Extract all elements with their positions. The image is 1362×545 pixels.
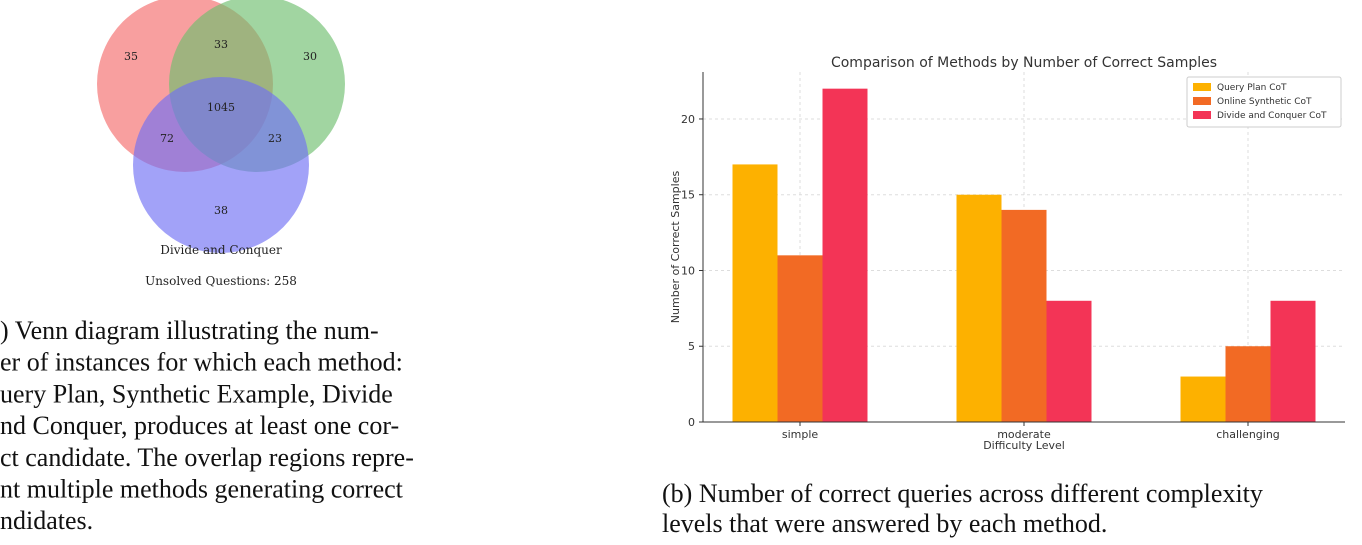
legend-box [1186,76,1342,128]
venn-count: 1045 [207,101,235,114]
x-tick-label: challenging [1216,428,1280,441]
caption-line: levels that were answered by each method… [662,509,1107,538]
chart-title: Comparison of Methods by Number of Corre… [831,55,1217,71]
bar [732,164,778,422]
x-tick-label: simple [782,428,819,441]
legend-swatch [1193,83,1211,91]
y-tick-label: 10 [681,264,695,277]
bar [1180,376,1226,422]
legend-label: Online Synthetic CoT [1217,97,1312,107]
caption-line: (b) Number of correct queries across dif… [662,479,1263,508]
y-tick-label: 15 [681,189,695,202]
y-tick-label: 5 [688,340,695,353]
caption-line: er of instances for which each method: [0,348,403,377]
bar [956,194,1002,422]
caption-line: nt multiple methods generating correct [0,475,404,504]
unsolved: Unsolved Questions: 258 [145,274,297,288]
bar [1270,300,1316,422]
caption-line: ct candidate. The overlap regions repre- [0,443,414,472]
venn-count: 35 [124,50,138,63]
venn-label: Divide and Conquer [160,243,282,257]
y-tick-label: 0 [688,416,695,429]
caption-line: uery Plan, Synthetic Example, Divide [0,379,393,408]
venn-count: 38 [214,204,228,217]
venn-count: 33 [214,38,228,51]
caption-line: ) Venn diagram illustrating the num- [0,316,379,345]
bar [1225,346,1271,422]
caption-line: nd Conquer, produces at least one cor- [0,411,399,440]
y-axis-label: Number of Correct Samples [669,171,682,324]
x-axis-label: Difficulty Level [983,439,1065,452]
legend-label: Divide and Conquer CoT [1217,111,1327,121]
bar [1046,300,1092,422]
legend-label: Query Plan CoT [1217,83,1287,93]
venn-count: 72 [160,132,174,145]
bar [822,88,868,423]
bar [777,255,823,422]
legend-swatch [1193,97,1211,105]
venn-count: 30 [303,50,317,63]
legend-swatch [1193,111,1211,119]
venn-diagram [97,0,345,253]
venn-count: 23 [268,132,282,145]
y-tick-label: 20 [681,113,695,126]
bar [1001,209,1047,422]
x-tick-label: moderate [997,428,1051,441]
caption-line: ndidates. [0,506,93,535]
venn-circle [133,77,309,253]
